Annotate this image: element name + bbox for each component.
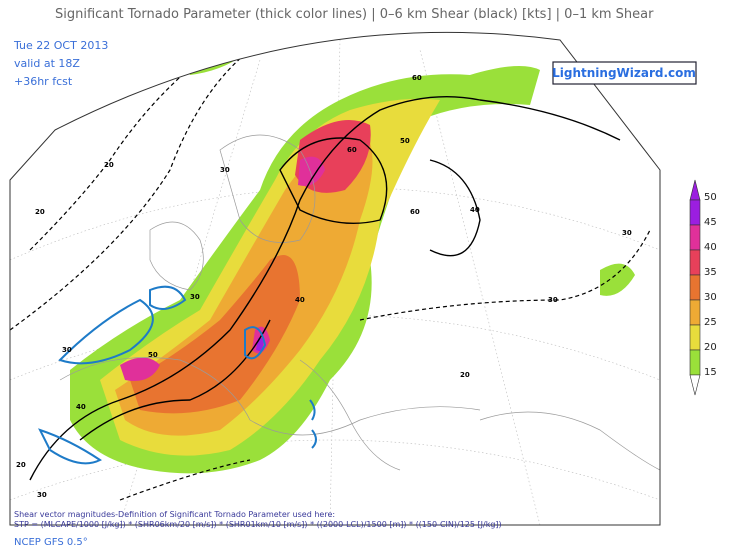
colorbar-label: 20	[704, 342, 717, 353]
colorbar-segment	[689, 249, 701, 276]
forecast-hour: +36hr fcst	[14, 75, 73, 88]
colorbar-segment	[689, 274, 701, 301]
model-name: NCEP GFS 0.5°	[14, 537, 88, 548]
contour-label: 60	[412, 74, 422, 82]
colorbar-segment	[689, 324, 701, 351]
contour-label: 20	[35, 208, 45, 216]
contour-label: 50	[148, 351, 158, 359]
colorbar-label: 50	[704, 192, 717, 203]
contour-label: 30	[548, 296, 558, 304]
contour-label: 30	[37, 491, 47, 499]
colorbar-segment	[689, 349, 701, 376]
valid-time: valid at 18Z	[14, 57, 80, 70]
contour-label: 40	[470, 206, 480, 214]
colorbar: 50 45 40 35 30 25 20 15	[689, 179, 717, 396]
contour-label: 60	[347, 146, 357, 154]
colorbar-top-arrow	[689, 179, 701, 201]
colorbar-segment	[689, 299, 701, 326]
contour-label: 30	[170, 31, 180, 39]
shear-contours	[10, 49, 651, 501]
coastlines	[59, 134, 660, 471]
colorbar-label: 40	[704, 242, 717, 253]
contour-label: 30	[62, 346, 72, 354]
contour-label: 60	[410, 208, 420, 216]
colorbar-label: 35	[704, 267, 717, 278]
website: LightningWizard.com	[552, 66, 696, 80]
date: Tue 22 OCT 2013	[13, 39, 108, 52]
colorbar-label: 30	[704, 292, 717, 303]
map-frame	[9, 31, 661, 526]
colorbar-segment	[689, 199, 701, 226]
footer-formula: STP = (MLCAPE/1000 [J/kg]) * (SHR06km/20…	[14, 520, 502, 529]
contour-label: 40	[76, 403, 86, 411]
colorbar-bottom-arrow	[689, 374, 701, 396]
contour-label: 40	[295, 296, 305, 304]
contour-label: 30	[190, 293, 200, 301]
contour-label: 50	[400, 137, 410, 145]
colorbar-label: 45	[704, 217, 717, 228]
low-level-shear	[38, 285, 317, 465]
contour-label: 30	[220, 166, 230, 174]
contour-label: 20	[460, 371, 470, 379]
contour-label: 20	[16, 461, 26, 469]
contour-label: 20	[104, 161, 114, 169]
title: Significant Tornado Parameter (thick col…	[55, 7, 654, 22]
contour-label: 50	[270, 26, 280, 34]
colorbar-label: 25	[704, 317, 717, 328]
website-box	[552, 61, 697, 85]
colorbar-segment	[689, 224, 701, 251]
contour-label: 30	[622, 229, 632, 237]
footer-definition: Shear vector magnitudes-Definition of Si…	[14, 510, 335, 519]
colorbar-label: 15	[704, 367, 717, 378]
